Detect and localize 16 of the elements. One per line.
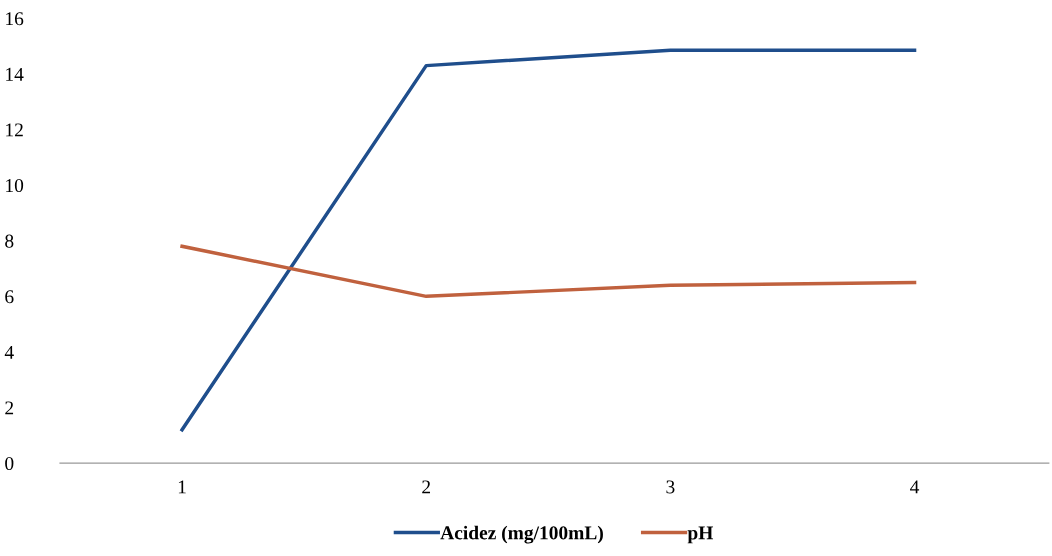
y-tick-label: 6 — [5, 290, 14, 304]
y-tick-label: 16 — [6, 12, 24, 26]
y-tick-label: 8 — [5, 234, 14, 248]
legend-label: pH — [687, 526, 714, 544]
y-tick-label: 12 — [6, 123, 23, 137]
y-tick-label: 2 — [5, 401, 14, 415]
legend-label: Acidez (mg/100mL) — [440, 525, 603, 544]
y-tick-label: 14 — [6, 67, 24, 81]
x-tick-label: 1 — [178, 480, 186, 494]
y-tick-label: 4 — [4, 345, 14, 359]
x-tick-label: 2 — [422, 480, 430, 494]
x-tick-label: 4 — [910, 480, 920, 494]
y-tick-label: 0 — [5, 456, 14, 471]
line-series — [180, 244, 917, 299]
x-tick-label: 3 — [666, 480, 675, 494]
y-tick-label: 10 — [6, 178, 24, 193]
